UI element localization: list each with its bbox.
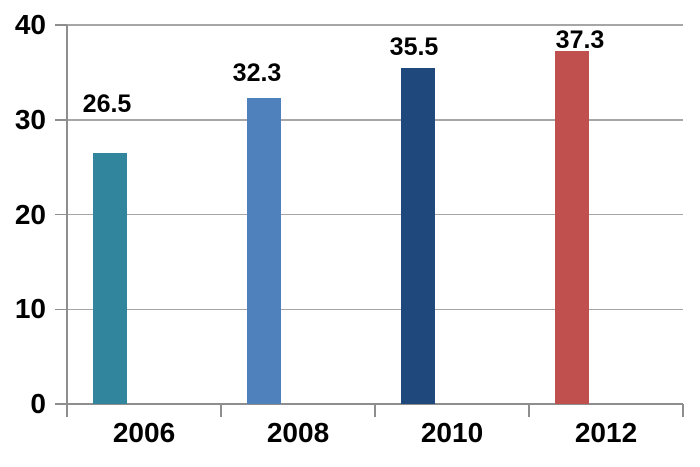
category-label-2006: 2006 xyxy=(112,417,176,448)
y-axis-tick-label-20: 20 xyxy=(14,198,46,230)
y-axis-tick-20 xyxy=(55,213,67,216)
gridline-y-20 xyxy=(67,213,683,216)
bar-2010 xyxy=(401,67,435,404)
value-label-2012: 37.3 xyxy=(555,26,605,54)
y-axis-tick-30 xyxy=(55,119,67,121)
x-axis-tick-4 xyxy=(682,404,684,417)
gridline-y-10 xyxy=(67,308,683,310)
y-axis-tick-10 xyxy=(55,308,67,310)
value-label-2006: 26.5 xyxy=(82,90,132,118)
x-axis-tick-1 xyxy=(220,404,222,417)
x-axis-tick-3 xyxy=(528,404,530,417)
x-axis-line xyxy=(55,403,683,405)
x-axis-tick-2 xyxy=(374,404,376,417)
gridline-y-40 xyxy=(67,24,683,26)
category-label-2010: 2010 xyxy=(420,417,484,448)
y-axis-tick-label-0: 0 xyxy=(30,388,46,419)
gridline-y-30 xyxy=(67,119,683,121)
y-axis-tick-40 xyxy=(55,24,67,26)
category-label-2012: 2012 xyxy=(574,417,638,448)
bar-2012 xyxy=(555,50,589,404)
category-label-2008: 2008 xyxy=(266,417,330,448)
bar-2006 xyxy=(93,152,127,404)
y-axis-tick-label-30: 30 xyxy=(14,103,46,135)
value-label-2008: 32.3 xyxy=(232,59,282,87)
y-axis-line xyxy=(66,25,68,417)
bar-2008 xyxy=(247,97,281,404)
value-label-2010: 35.5 xyxy=(389,33,439,61)
y-axis-tick-label-40: 40 xyxy=(14,9,46,40)
y-axis-tick-label-10: 10 xyxy=(14,293,46,325)
